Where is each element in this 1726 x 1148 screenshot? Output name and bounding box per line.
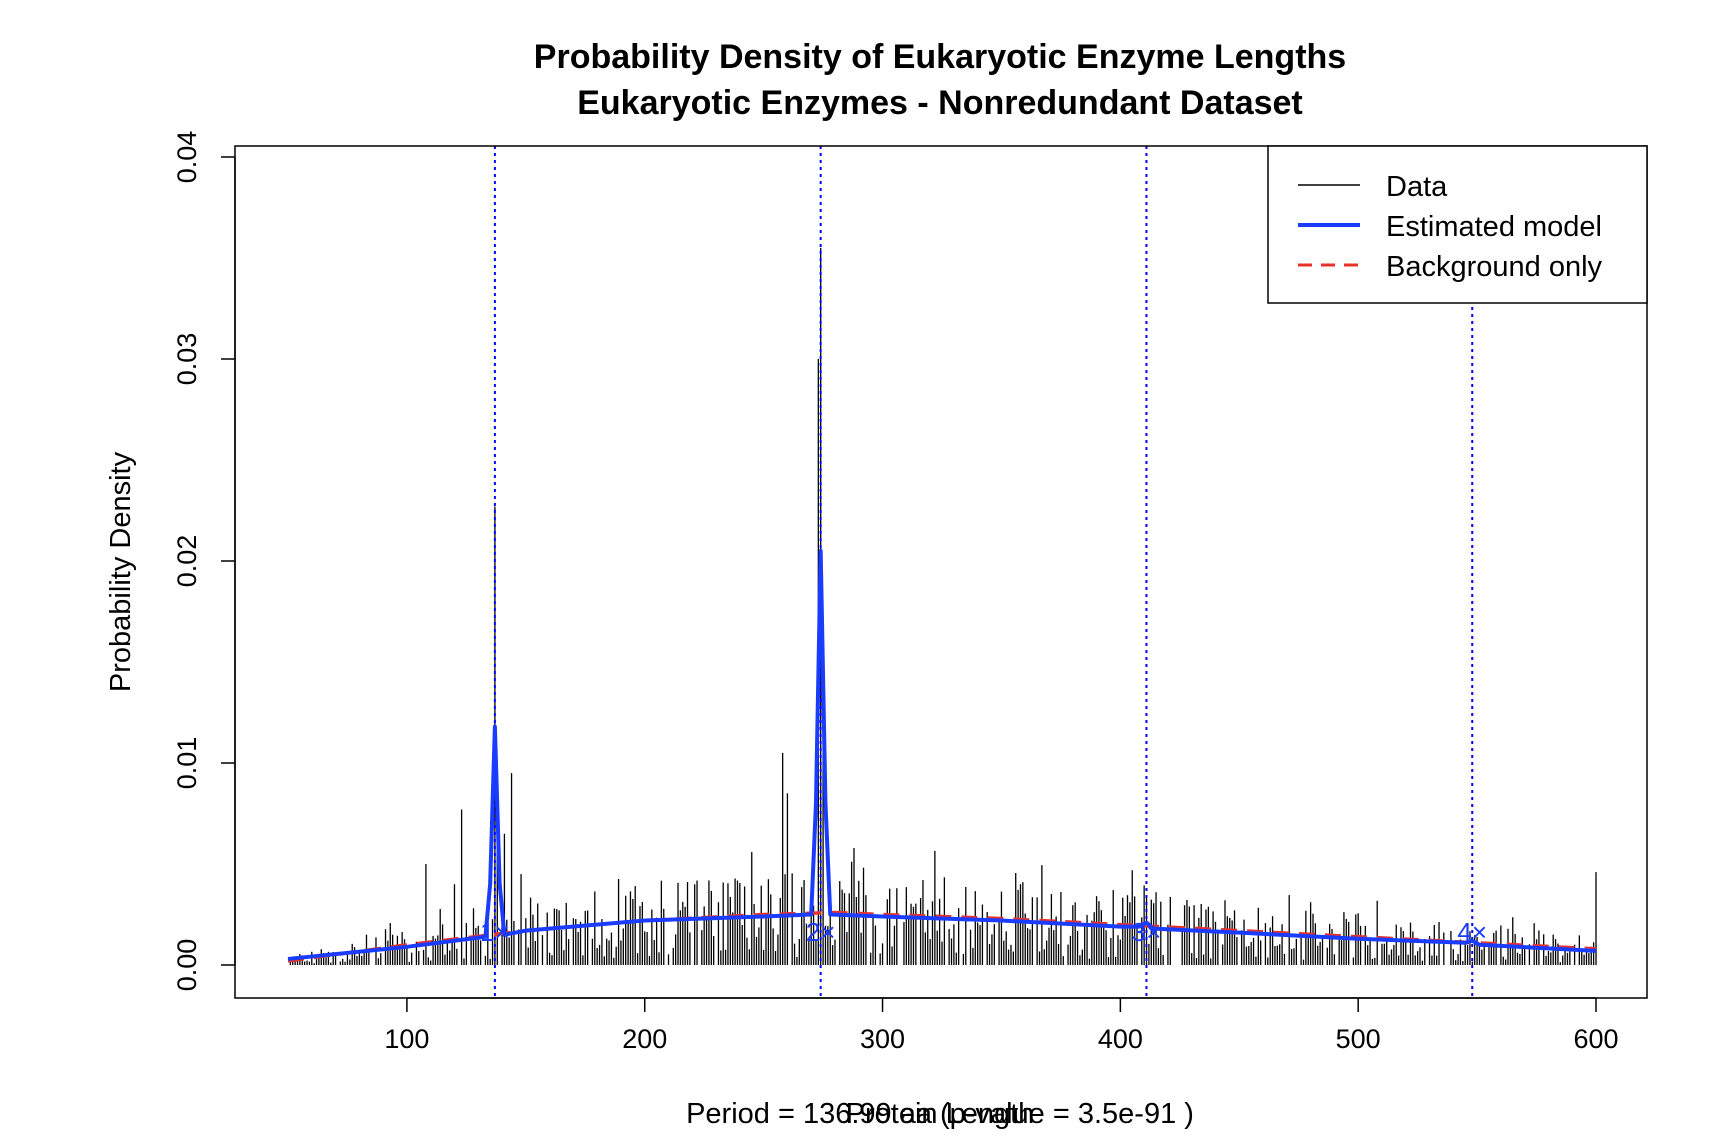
- legend-label-data: Data: [1386, 171, 1448, 203]
- x-tick-label: 600: [1573, 1024, 1618, 1054]
- y-tick-label: 0.02: [172, 535, 202, 588]
- x-tick-label: 400: [1098, 1024, 1143, 1054]
- x-tick-label: 300: [860, 1024, 905, 1054]
- period-footnote: Period = 136.99 aa (p-value = 3.5e-91 ): [686, 1098, 1194, 1130]
- x-axis: 100 200 300 400 500 600: [384, 997, 1619, 1054]
- legend-label-model: Estimated model: [1386, 211, 1602, 243]
- x-tick-label: 200: [622, 1024, 667, 1054]
- chart-title: Probability Density of Eukaryotic Enzyme…: [534, 38, 1346, 76]
- legend: Data Estimated model Background only: [1267, 145, 1648, 304]
- chart-subtitle: Eukaryotic Enzymes - Nonredundant Datase…: [577, 84, 1303, 122]
- model-curves: [287, 548, 1597, 963]
- y-axis-label: Probability Density: [105, 451, 137, 692]
- period-label: 1×: [480, 917, 510, 947]
- x-axis-label: Protein Length: [846, 1098, 1035, 1130]
- estimated-model-line: [287, 548, 1597, 961]
- y-tick-label: 0.04: [172, 131, 202, 184]
- y-tick-label: 0.03: [172, 333, 202, 386]
- period-labels: 1× 2× 3× 4×: [480, 917, 1487, 947]
- period-label: 4×: [1457, 917, 1487, 947]
- data-bars: [289, 247, 1597, 965]
- period-label: 3×: [1132, 917, 1162, 947]
- period-label: 2×: [806, 917, 836, 947]
- y-tick-label: 0.00: [172, 939, 202, 992]
- legend-label-background: Background only: [1386, 251, 1603, 283]
- y-axis: 0.00 0.01 0.02 0.03 0.04: [172, 131, 236, 992]
- x-tick-label: 100: [384, 1024, 429, 1054]
- y-tick-label: 0.01: [172, 737, 202, 790]
- x-tick-label: 500: [1336, 1024, 1381, 1054]
